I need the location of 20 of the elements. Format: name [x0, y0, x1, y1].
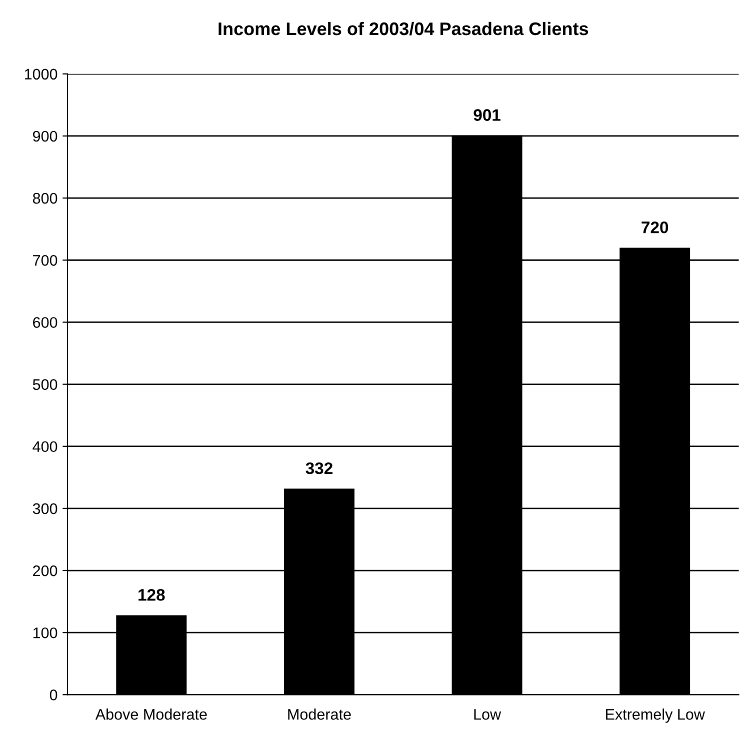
x-tick-label: Low — [474, 709, 502, 720]
y-tick-label: 700 — [33, 254, 58, 266]
y-tick-label: 500 — [32, 379, 58, 390]
y-tick-label: 400 — [32, 441, 58, 452]
y-tick-label: 300 — [32, 503, 58, 514]
data-label: 901 — [474, 109, 500, 121]
chart-title: Income Levels of 2003/04 Pasadena Clients — [218, 22, 588, 36]
y-tick-label: 100 — [33, 627, 58, 638]
x-tick-label: Above Moderate — [95, 708, 207, 720]
y-tick-label: 1000 — [24, 68, 58, 80]
data-label: 128 — [138, 588, 165, 601]
x-tick-label: Moderate — [288, 708, 351, 720]
x-tick-label: Extremely Low — [606, 708, 705, 723]
y-tick-label: 800 — [32, 192, 58, 204]
y-tick-label: 600 — [33, 317, 58, 328]
data-label: 332 — [306, 462, 332, 474]
y-tick-label: 200 — [33, 565, 58, 576]
data-label: 720 — [642, 222, 668, 234]
y-tick-label: 900 — [33, 130, 58, 142]
y-tick-label: 0 — [50, 690, 58, 700]
